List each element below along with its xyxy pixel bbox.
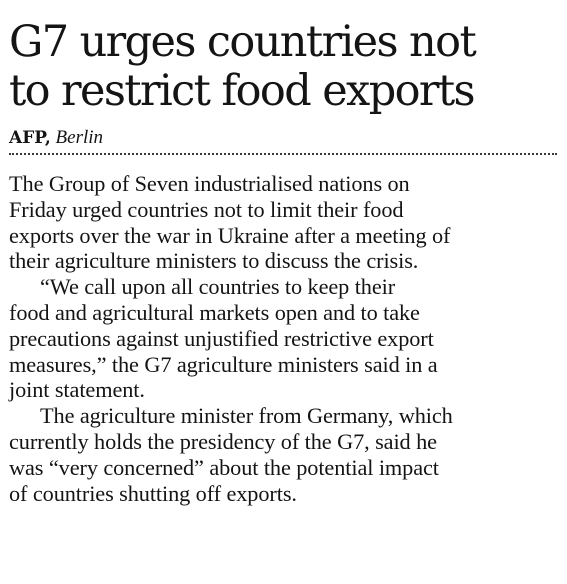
- paragraph-3: The agriculture minister from Germany, w…: [9, 403, 561, 506]
- body-line: “We call upon all countries to keep thei…: [40, 274, 396, 300]
- headline-line: to restrict food exports: [9, 66, 476, 116]
- body-line: measures,” the G7 agriculture ministers …: [9, 351, 438, 377]
- article-body: The Group of Seven industrialised nation…: [9, 171, 561, 506]
- body-line: The Group of Seven industrialised nation…: [9, 171, 410, 196]
- headline-line: G7 urges countries not: [9, 17, 477, 67]
- byline-city: Berlin: [55, 127, 104, 148]
- body-line: currently holds the presidency of the G7…: [9, 428, 437, 454]
- dotted-divider: [9, 153, 557, 155]
- byline: AFP, Berlin: [9, 127, 561, 149]
- body-line: Friday urged countries not to limit thei…: [9, 196, 404, 222]
- paragraph-2: “We call upon all countries to keep thei…: [9, 274, 561, 403]
- body-line: exports over the war in Ukraine after a …: [9, 222, 451, 248]
- news-article: G7 urges countries not to restrict food …: [9, 18, 561, 506]
- byline-agency: AFP,: [9, 128, 51, 148]
- body-line: joint statement.: [9, 377, 145, 403]
- body-line: of countries shutting off exports.: [9, 480, 297, 506]
- body-line: was “very concerned” about the potential…: [9, 454, 439, 480]
- headline: G7 urges countries not to restrict food …: [9, 18, 561, 116]
- paragraph-1: The Group of Seven industrialised nation…: [9, 171, 561, 274]
- body-line: their agriculture ministers to discuss t…: [9, 248, 419, 274]
- body-line: food and agricultural markets open and t…: [9, 299, 420, 325]
- body-line: precautions against unjustified restrict…: [9, 325, 434, 351]
- body-line: The agriculture minister from Germany, w…: [40, 403, 453, 429]
